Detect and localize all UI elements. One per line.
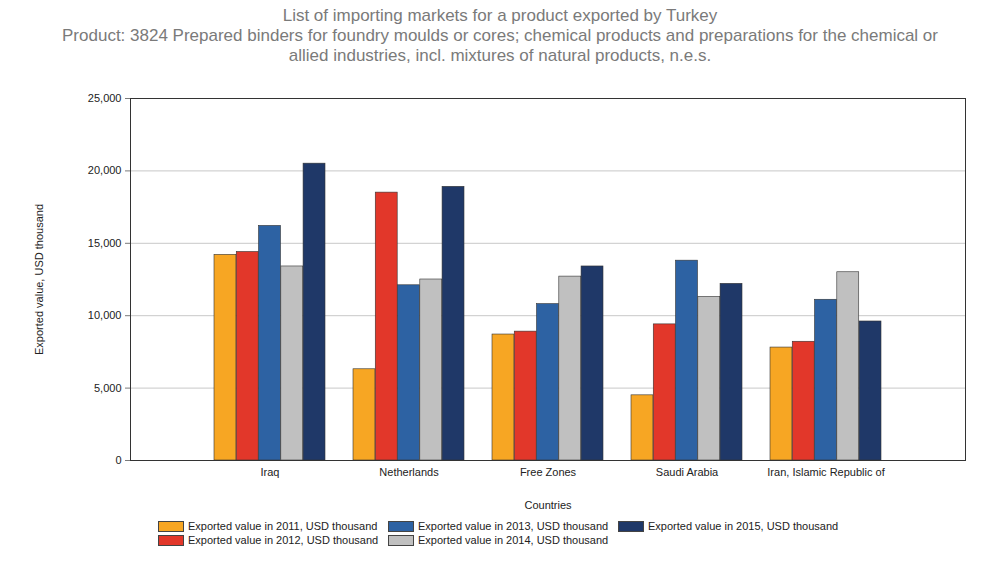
svg-text:Netherlands: Netherlands <box>379 466 439 478</box>
html-text:Exported value in 2014, USD th: Exported value in 2014, USD thousand <box>418 534 609 546</box>
html-text:Exported value in 2012, USD th: Exported value in 2012, USD thousand <box>188 534 379 546</box>
svg-text:Free Zones: Free Zones <box>520 466 577 478</box>
html-text:Exported value in 2015, USD th: Exported value in 2015, USD thousand <box>648 520 839 532</box>
svg-text:5,000: 5,000 <box>94 382 122 394</box>
svg-text:Exported value, USD thousand: Exported value, USD thousand <box>33 204 45 355</box>
html-text:Exported value in 2011, USD th: Exported value in 2011, USD thousand <box>188 520 378 532</box>
html-text:Exported value in 2013, USD th: Exported value in 2013, USD thousand <box>418 520 609 532</box>
html-text:List of importing markets for: List of importing markets for a product … <box>282 6 718 25</box>
svg-text:25,000: 25,000 <box>88 92 122 104</box>
svg-text:15,000: 15,000 <box>88 237 122 249</box>
svg-text:10,000: 10,000 <box>88 309 122 321</box>
svg-text:Saudi Arabia: Saudi Arabia <box>656 466 719 478</box>
html-text:Product: 3824 Prepared binders: Product: 3824 Prepared binders for found… <box>62 26 938 65</box>
svg-text:Iraq: Iraq <box>261 466 280 478</box>
svg-text:0: 0 <box>115 454 121 466</box>
svg-text:Countries: Countries <box>524 499 572 511</box>
svg-text:Iran, Islamic Republic of: Iran, Islamic Republic of <box>767 466 885 478</box>
svg-text:20,000: 20,000 <box>88 164 122 176</box>
